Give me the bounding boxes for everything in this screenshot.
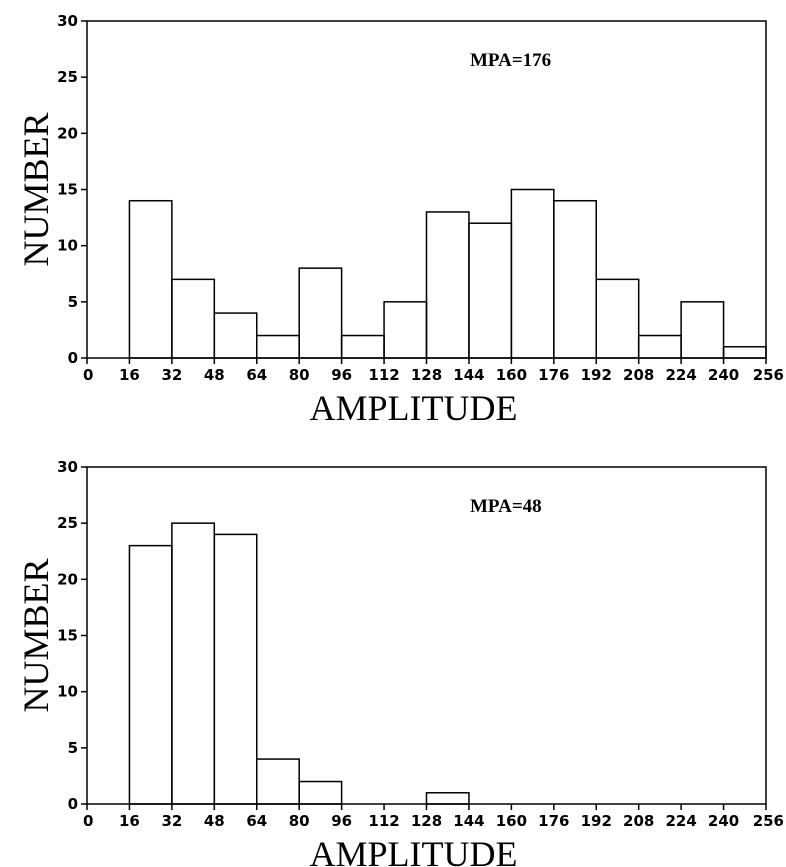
histogram-bar [256,758,300,805]
histogram-bar [298,780,343,805]
histogram-bar [171,278,216,359]
x-tick-label: 208 [623,812,654,830]
y-tick-label: 30 [57,12,78,30]
y-tick-label: 5 [68,293,78,311]
y-tick-label: 30 [57,458,78,476]
x-tick-label: 96 [331,812,352,830]
histogram-bar [468,222,513,359]
y-tick-label: 25 [57,68,78,86]
x-tick-label: 64 [246,812,267,830]
y-tick-label: 20 [57,570,78,588]
histogram-panel-top: 0 5 10 15 20 25 30 0 16 32 48 64 80 96 112 128 144 160 176… [16,12,784,428]
y-tick-label: 0 [68,349,78,367]
histogram-bar [340,334,385,359]
histogram-bar [298,267,343,359]
histogram-bar [553,199,597,359]
histogram-bar [425,792,470,805]
x-axis-title: AMPLITUDE [310,388,518,428]
x-tick-label: 208 [623,366,654,384]
histogram-bar [213,533,258,805]
x-tick-label: 192 [581,812,612,830]
x-tick-label: 64 [246,366,267,384]
x-tick-label: 128 [411,366,442,384]
y-tick-label: 10 [57,683,78,701]
x-tick-label: 240 [708,812,739,830]
x-tick-label: 224 [665,366,696,384]
histogram-bar [722,346,767,359]
histogram-bar [256,334,300,359]
x-tick-label: 48 [204,812,225,830]
y-axis-title: NUMBER [16,112,56,266]
histogram-bar [128,199,173,359]
y-tick-label: 10 [57,237,78,255]
y-tick-label: 0 [68,795,78,813]
histogram-panel-bottom: 0 5 10 15 20 25 30 0 16 32 48 64 80 96 112 128 144 160 176… [16,458,784,867]
x-tick-label: 192 [581,366,612,384]
x-tick-label: 224 [665,812,696,830]
x-tick-label: 112 [368,812,399,830]
x-tick-label: 144 [453,812,484,830]
mpa-annotation: MPA=176 [470,50,551,71]
x-tick-label: 176 [538,366,569,384]
mpa-annotation: MPA=48 [470,496,542,517]
x-tick-label: 96 [331,366,352,384]
y-tick-label: 15 [57,181,78,199]
x-tick-label: 80 [289,366,310,384]
x-tick-label: 176 [538,812,569,830]
histogram-bar [128,544,173,805]
histogram-bar [595,278,640,359]
x-tick-label: 16 [119,812,140,830]
x-tick-label: 32 [161,812,182,830]
x-tick-label: 240 [708,366,739,384]
y-tick-label: 25 [57,514,78,532]
plot-frame [86,466,767,805]
histogram-bar [383,301,428,359]
x-tick-label: 256 [753,812,784,830]
y-axis-title: NUMBER [16,558,56,712]
histogram-bar [680,301,725,359]
x-tick-label: 16 [119,366,140,384]
x-tick-label: 128 [411,812,442,830]
x-tick-label: 0 [83,812,93,830]
x-tick-label: 80 [289,812,310,830]
histogram-bar [637,334,682,359]
y-tick-label: 5 [68,739,78,757]
x-tick-label: 0 [83,366,93,384]
x-tick-label: 160 [496,812,527,830]
histogram-bar [425,211,470,359]
x-tick-label: 48 [204,366,225,384]
histogram-bar [213,312,258,359]
x-tick-label: 112 [368,366,399,384]
histogram-bar [171,522,216,805]
x-tick-label: 256 [753,366,784,384]
y-tick-label: 15 [57,627,78,645]
histogram-bar [510,188,555,359]
x-tick-label: 160 [496,366,527,384]
x-axis-title: AMPLITUDE [310,834,518,867]
x-tick-label: 32 [161,366,182,384]
y-tick-label: 20 [57,124,78,142]
x-tick-label: 144 [453,366,484,384]
